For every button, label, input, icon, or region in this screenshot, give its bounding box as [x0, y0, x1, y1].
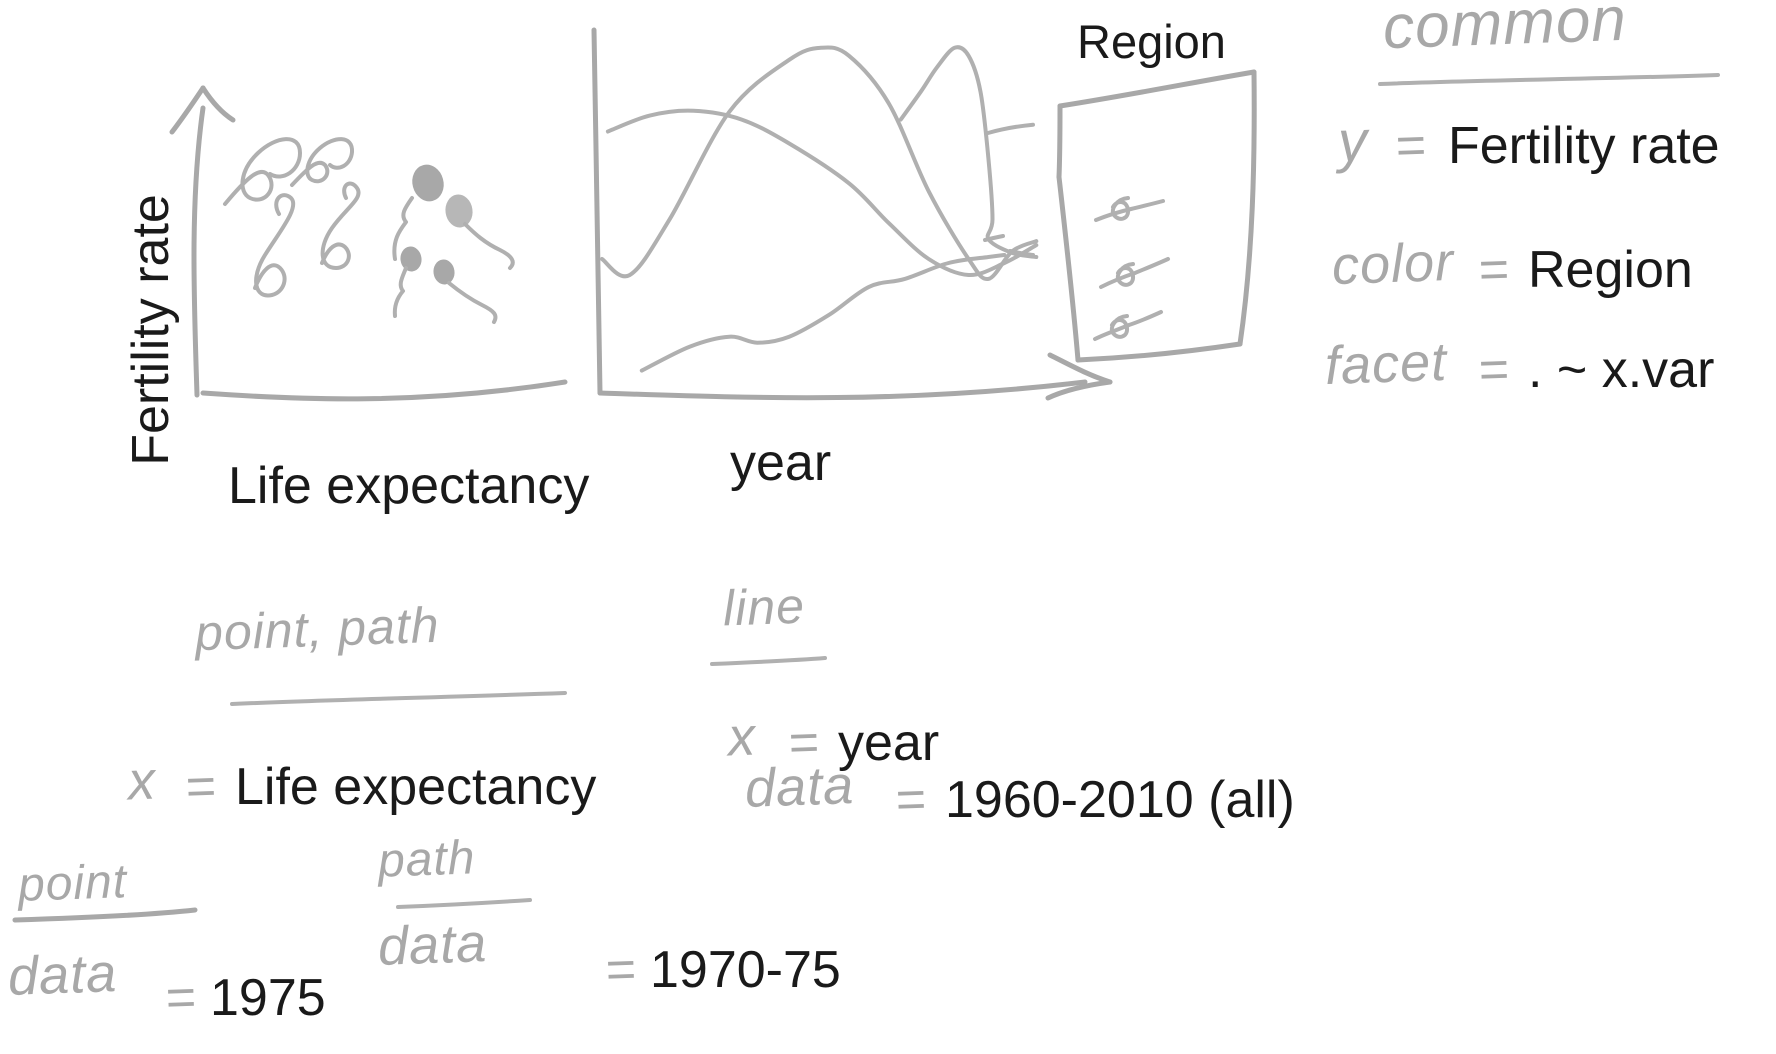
- svg-text:Life expectancy: Life expectancy: [228, 457, 589, 515]
- svg-text:Region: Region: [1077, 15, 1226, 68]
- svg-text:Fertility rate: Fertility rate: [122, 194, 180, 466]
- svg-text:year: year: [730, 434, 831, 492]
